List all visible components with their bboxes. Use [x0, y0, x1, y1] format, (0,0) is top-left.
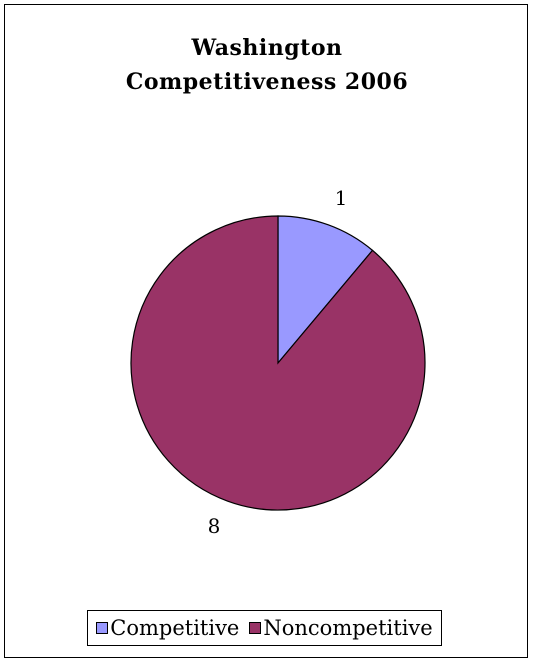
- legend-label-competitive: Competitive: [110, 616, 240, 640]
- legend: Competitive Noncompetitive: [87, 610, 442, 646]
- chart-title-line-2: Competitiveness 2006: [125, 69, 409, 95]
- legend-swatch-competitive: [96, 622, 109, 634]
- pie-slice-competitive: [277, 215, 374, 365]
- legend-item-noncompetitive: Noncompetitive: [249, 616, 433, 640]
- data-label-competitive: 1: [335, 186, 348, 210]
- data-label-noncompetitive: 8: [208, 514, 221, 538]
- pie-slice-noncompetitive: [130, 215, 426, 511]
- chart-title-line-1: Washington: [191, 35, 343, 61]
- chart-title: Washington Competitiveness 2006: [5, 31, 529, 99]
- legend-swatch-noncompetitive: [249, 622, 262, 634]
- legend-item-competitive: Competitive: [96, 616, 239, 640]
- legend-label-noncompetitive: Noncompetitive: [263, 616, 433, 640]
